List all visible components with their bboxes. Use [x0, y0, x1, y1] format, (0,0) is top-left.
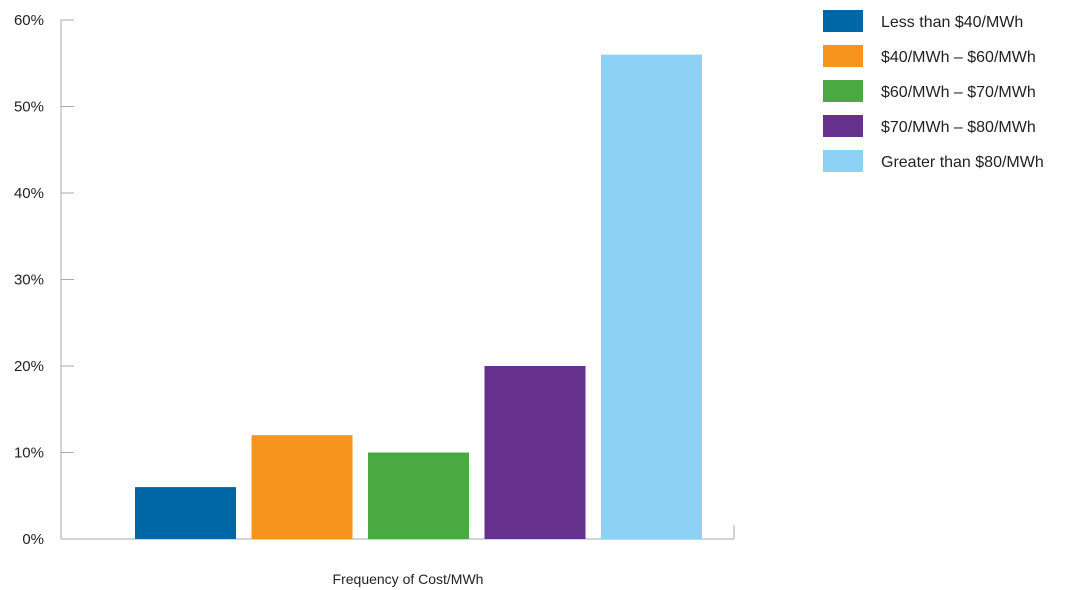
y-tick-label: 0%: [22, 531, 44, 548]
bar: [601, 54, 702, 539]
legend-swatch: [823, 10, 863, 32]
legend-item: $40/MWh – $60/MWh: [823, 45, 1036, 67]
y-tick-label: 30%: [14, 272, 44, 289]
y-axis: 0% 10% 20% 30% 40% 50% 60%: [14, 12, 74, 548]
legend-swatch: [823, 80, 863, 102]
legend-swatch: [823, 150, 863, 172]
bar: [135, 487, 236, 539]
legend-label: Less than $40/MWh: [881, 14, 1023, 31]
legend-swatch: [823, 115, 863, 137]
legend-item: Greater than $80/MWh: [823, 150, 1044, 172]
y-tick-label: 60%: [14, 12, 44, 29]
legend: Less than $40/MWh $40/MWh – $60/MWh $60/MW…: [823, 10, 1044, 172]
bars: [135, 54, 702, 539]
x-axis-title: Frequency of Cost/MWh: [333, 571, 484, 587]
legend-label: $40/MWh – $60/MWh: [881, 49, 1036, 66]
y-tick-label: 50%: [14, 99, 44, 116]
y-tick-label: 10%: [14, 445, 44, 462]
bar: [251, 435, 353, 539]
legend-label: Greater than $80/MWh: [881, 154, 1044, 171]
y-tick-label: 40%: [14, 185, 44, 202]
legend-label: $70/MWh – $80/MWh: [881, 119, 1036, 136]
legend-item: $60/MWh – $70/MWh: [823, 80, 1036, 102]
legend-swatch: [823, 45, 863, 67]
legend-item: Less than $40/MWh: [823, 10, 1023, 32]
bar: [484, 366, 586, 539]
legend-label: $60/MWh – $70/MWh: [881, 84, 1036, 101]
legend-item: $70/MWh – $80/MWh: [823, 115, 1036, 137]
bar: [368, 452, 469, 539]
y-tick-label: 20%: [14, 358, 44, 375]
